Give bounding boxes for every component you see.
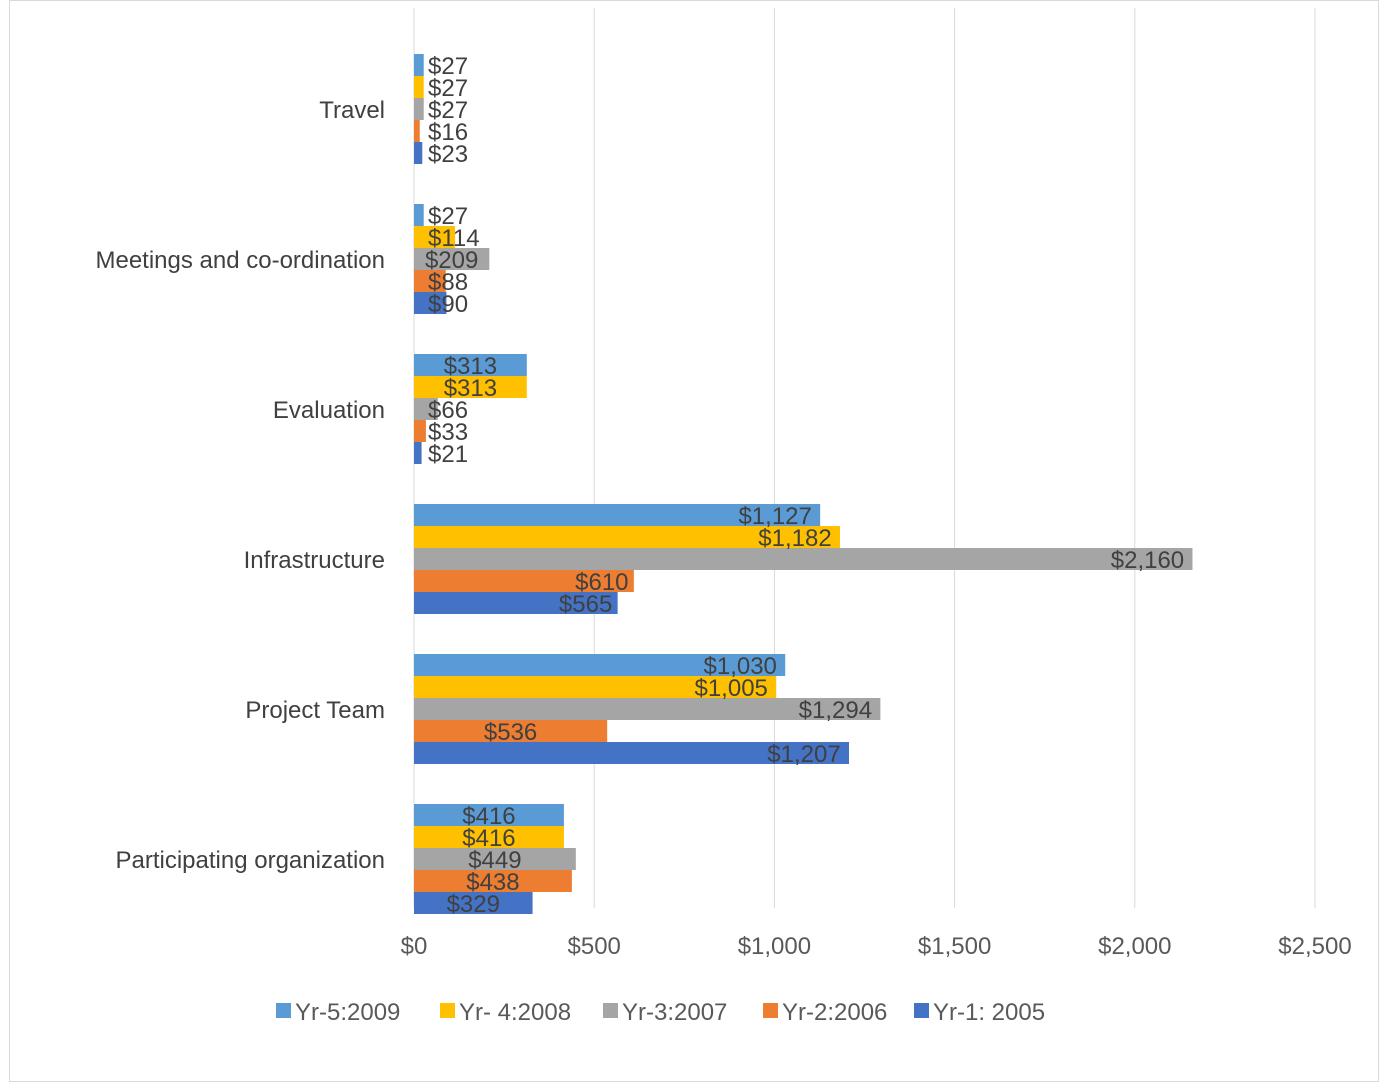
data-label-1-1: $114 <box>428 225 480 252</box>
bar-2-2 <box>414 398 438 420</box>
data-label-1-3: $88 <box>428 269 468 296</box>
bar-5-2 <box>414 848 576 870</box>
legend-swatch-0 <box>276 1003 291 1018</box>
bar-4-4 <box>414 742 850 764</box>
legend: Yr-5:2009 Yr- 4:2008 Yr-3:2007 Yr-2:2006 Yr-… <box>276 999 1045 1026</box>
data-label-0-1: $27 <box>428 75 468 102</box>
bar-1-2 <box>414 248 490 270</box>
data-label-3-4: $565 <box>559 591 612 618</box>
data-label-5-1: $416 <box>462 825 515 852</box>
legend-label-2: Yr-3:2007 <box>622 999 727 1026</box>
gridlines <box>413 8 1316 908</box>
legend-label-3: Yr-2:2006 <box>782 999 887 1026</box>
category-label-4: Project Team <box>245 697 385 724</box>
bar-3-3 <box>414 570 634 592</box>
x-tick-labels: $0 $500 $1,000 $1,500 $2,000 $2,500 <box>401 933 1352 960</box>
bar-0-2 <box>414 98 424 120</box>
data-label-4-4: $1,207 <box>767 741 840 768</box>
bar-2-4 <box>414 442 422 464</box>
bar-4-1 <box>414 676 777 698</box>
bar-4-3 <box>414 720 608 742</box>
data-label-1-4: $90 <box>428 291 468 318</box>
x-tick-label-4: $2,000 <box>1098 933 1171 960</box>
legend-swatch-3 <box>763 1003 778 1018</box>
bar-1-0 <box>414 204 424 226</box>
data-labels: $27$27$27$16$23$27$114$209$88$90$313$313… <box>425 53 1184 918</box>
data-label-3-3: $610 <box>575 569 628 596</box>
bar-2-1 <box>414 376 527 398</box>
bar-3-0 <box>414 504 821 526</box>
bar-0-0 <box>414 54 424 76</box>
data-label-1-2: $209 <box>425 247 478 274</box>
bar-5-4 <box>414 892 533 914</box>
x-tick-label-1: $500 <box>568 933 621 960</box>
x-tick-label-3: $1,500 <box>918 933 991 960</box>
data-label-4-2: $1,294 <box>799 697 872 724</box>
bar-5-1 <box>414 826 564 848</box>
category-labels: Travel Meetings and co-ordination Evaluati… <box>95 97 385 874</box>
category-label-2: Evaluation <box>273 397 385 424</box>
category-label-5: Participating organization <box>116 847 386 874</box>
legend-swatch-1 <box>440 1003 455 1018</box>
bar-0-3 <box>414 120 420 142</box>
x-tick-label-2: $1,000 <box>738 933 811 960</box>
legend-label-4: Yr-1: 2005 <box>933 999 1045 1026</box>
data-label-2-4: $21 <box>428 441 468 468</box>
data-label-5-0: $416 <box>462 803 515 830</box>
data-label-0-4: $23 <box>428 141 468 168</box>
data-label-5-2: $449 <box>468 847 521 874</box>
bar-4-0 <box>414 654 786 676</box>
x-tick-label-5: $2,500 <box>1278 933 1351 960</box>
bar-5-3 <box>414 870 572 892</box>
data-label-3-0: $1,127 <box>738 503 811 530</box>
x-tick-label-0: $0 <box>401 933 428 960</box>
data-label-1-0: $27 <box>428 203 468 230</box>
bar-1-1 <box>414 226 456 248</box>
data-label-2-0: $313 <box>444 353 497 380</box>
category-label-0: Travel <box>319 97 385 124</box>
bar-2-3 <box>414 420 426 442</box>
data-label-2-1: $313 <box>444 375 497 402</box>
data-label-4-1: $1,005 <box>694 675 767 702</box>
data-label-2-2: $66 <box>428 397 468 424</box>
data-label-0-0: $27 <box>428 53 468 80</box>
bar-4-2 <box>414 698 881 720</box>
bar-2-0 <box>414 354 527 376</box>
legend-swatch-2 <box>603 1003 618 1018</box>
legend-swatch-4 <box>914 1003 929 1018</box>
bar-0-4 <box>414 142 423 164</box>
bar-3-2 <box>414 548 1193 570</box>
category-label-3: Infrastructure <box>244 547 385 574</box>
bar-3-4 <box>414 592 618 614</box>
legend-label-0: Yr-5:2009 <box>295 999 400 1026</box>
data-label-4-3: $536 <box>484 719 537 746</box>
bar-5-0 <box>414 804 564 826</box>
bars <box>414 54 1193 914</box>
data-label-0-3: $16 <box>428 119 468 146</box>
data-label-4-0: $1,030 <box>704 653 777 680</box>
data-label-0-2: $27 <box>428 97 468 124</box>
category-label-1: Meetings and co-ordination <box>95 247 385 274</box>
data-label-2-3: $33 <box>428 419 468 446</box>
data-label-5-3: $438 <box>466 869 519 896</box>
data-label-5-4: $329 <box>447 891 500 918</box>
legend-label-1: Yr- 4:2008 <box>459 999 571 1026</box>
bar-1-4 <box>414 292 447 314</box>
bar-1-3 <box>414 270 446 292</box>
bar-0-1 <box>414 76 424 98</box>
data-label-3-2: $2,160 <box>1111 547 1184 574</box>
bar-3-1 <box>414 526 840 548</box>
data-label-3-1: $1,182 <box>758 525 831 552</box>
